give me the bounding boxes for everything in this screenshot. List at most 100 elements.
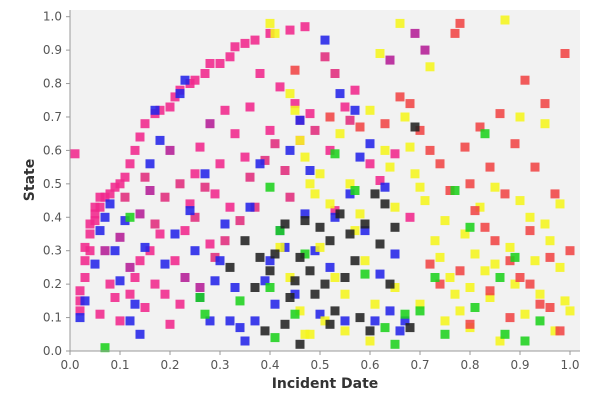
data-point [270,28,280,38]
data-point [525,212,535,222]
data-point [405,212,415,222]
data-point [155,105,165,115]
data-point [500,329,510,339]
y-tick-label: 0.2 [43,277,62,291]
data-point [400,316,410,326]
data-point [380,119,390,129]
data-point [505,313,515,323]
data-point [125,212,135,222]
data-point [290,289,300,299]
data-point [385,55,395,65]
data-point [390,339,400,349]
data-point [380,323,390,333]
data-point [435,252,445,262]
data-point [480,222,490,232]
data-point [255,69,265,78]
data-point [105,279,115,289]
data-point [195,283,205,292]
data-point [405,99,415,109]
data-point [160,289,170,299]
data-point [155,135,165,145]
data-point [290,105,300,115]
data-point [515,273,525,282]
y-tick-label: 1.0 [43,10,62,24]
data-point [320,316,330,326]
data-point [140,119,150,129]
data-point [150,219,160,229]
data-point [350,256,360,266]
data-point [325,199,335,209]
data-point [535,289,545,299]
x-axis-title: Incident Date [272,376,379,392]
data-point [200,169,210,179]
data-point [175,299,185,309]
data-point [235,296,245,306]
data-point [130,145,140,155]
data-point [420,45,430,55]
data-point [490,259,500,269]
y-tick-label: 0.8 [43,77,62,91]
data-point [190,169,200,179]
data-point [245,102,255,112]
data-point [80,256,90,266]
data-point [455,18,465,28]
data-point [95,192,105,202]
data-point [280,319,290,329]
data-point [75,296,85,306]
data-point [275,226,285,236]
data-point [555,326,565,336]
data-point [385,162,395,172]
data-point [540,119,550,129]
x-tick-label: 0.7 [410,358,429,372]
data-point [95,226,105,236]
data-point [115,179,125,189]
data-point [85,229,95,239]
data-point [510,139,520,149]
data-point [470,249,480,259]
data-point [330,206,340,216]
data-point [465,319,475,329]
data-point [295,115,305,125]
data-point [365,336,375,346]
data-point [80,242,90,252]
data-point [220,219,230,229]
data-point [345,229,355,239]
data-point [560,49,570,58]
data-point [390,283,400,292]
data-point [280,219,290,229]
data-point [365,139,375,149]
data-point [125,159,135,169]
data-point [225,202,235,212]
data-point [390,249,400,259]
data-point [355,313,365,323]
data-point [285,25,295,35]
data-point [360,226,370,236]
data-point [300,22,310,32]
data-point [285,192,295,202]
data-point [290,276,300,286]
data-point [105,199,115,209]
data-point [425,259,435,269]
data-point [285,273,295,282]
data-point [500,189,510,199]
data-point [180,75,190,85]
data-point [265,28,275,38]
data-point [335,89,345,99]
data-point [70,149,80,159]
data-point [505,242,515,252]
data-point [285,293,295,302]
y-tick-label: 0.9 [43,43,62,57]
data-point [165,102,175,112]
x-tick-label: 0.5 [310,358,329,372]
data-point [265,256,275,266]
data-point [475,202,485,212]
data-point [515,196,525,206]
data-point [380,199,390,209]
data-point [460,142,470,152]
data-point [280,166,290,175]
data-point [445,273,455,282]
data-point [255,252,265,262]
data-point [370,299,380,309]
data-point [385,279,395,289]
data-point [315,222,325,232]
